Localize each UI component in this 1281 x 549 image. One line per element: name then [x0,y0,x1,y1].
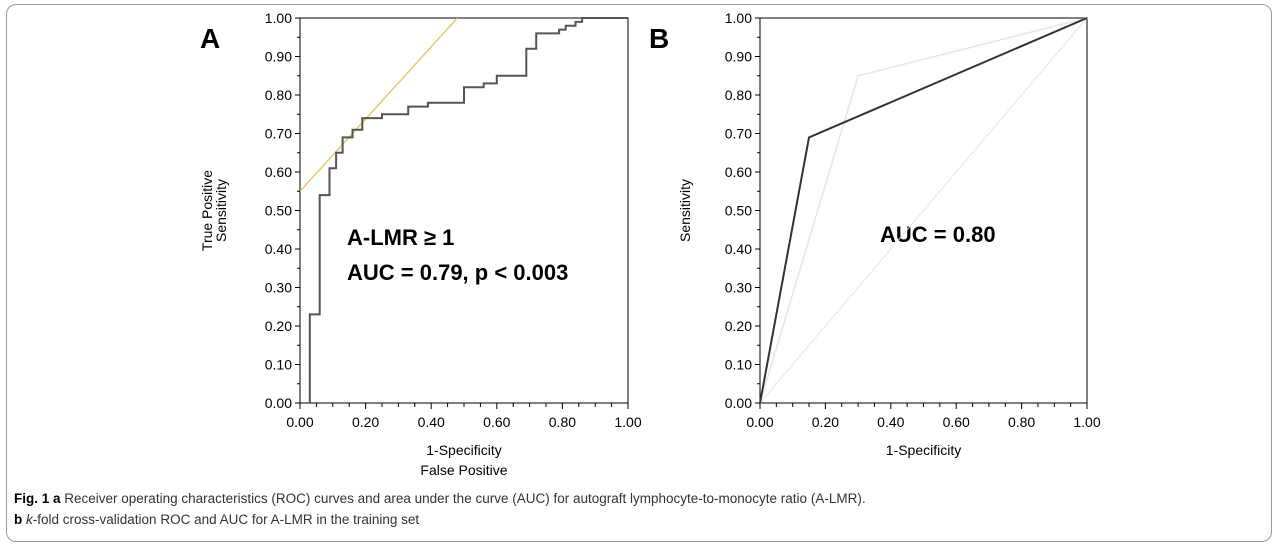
panel-b-y-tick-label: 0.40 [725,241,752,257]
panel-b: B AUC = 0.80 0.00 0.10 0.20 0.30 0.40 0.50 0.6… [649,10,1101,458]
panel-a-y-axis-title: True Positive [199,170,215,251]
panel-b-y-tick-label: 1.00 [725,10,752,26]
panel-a-y-tick-label: 0.70 [265,126,292,142]
panel-b-x-tick-label: 0.80 [1008,414,1035,430]
caption-line-2: b k-fold cross-validation ROC and AUC fo… [14,509,1264,530]
panel-a-roc-curve [308,17,628,403]
panel-a-y-tick-label: 0.30 [265,280,292,296]
caption-line-2-bold: b [14,512,23,527]
panel-a-y-tick-label: 0.00 [265,395,292,411]
panel-b-y-tick-label: 0.70 [725,126,752,142]
figure-caption: Fig. 1 a Receiver operating characterist… [14,488,1264,530]
panel-a-x-tick-label: 0.80 [549,414,576,430]
panel-b-annotation-1: AUC = 0.80 [880,222,996,247]
panel-a-plot-frame [299,17,629,404]
panel-a-annotation-1: A-LMR ≥ 1 [347,225,454,250]
caption-line-2-text: -fold cross-validation ROC and AUC for A… [32,512,420,527]
panel-b-x-tick-label: 0.20 [812,414,839,430]
panel-b-x-tick-label: 0.00 [746,414,773,430]
panel-b-roc-curve [759,17,1088,404]
panel-a-y-axis-title: Sensitivity [213,179,229,242]
panel-a-x-tick-label: 0.00 [286,414,313,430]
panel-b-y-tick-label: 0.60 [725,164,752,180]
caption-line-1: Fig. 1 a Receiver operating characterist… [14,488,1264,509]
panel-a-y-tick-label: 0.50 [265,203,292,219]
panel-a-x-axis-title: False Positive [420,462,507,478]
panel-a-y-tick-label: 0.80 [265,87,292,103]
panel-a-x-tick-label: 0.60 [483,414,510,430]
caption-line-2-italic: k [26,512,33,527]
panel-a-tangent-line [300,18,458,192]
panel-b-x-tick-label: 0.40 [877,414,904,430]
panel-b-y-tick-label: 0.30 [725,280,752,296]
panel-a-y-tick-label: 0.10 [265,357,292,373]
panel-b-y-tick-label: 0.20 [725,318,752,334]
panel-b-letter: B [649,23,669,54]
panel-b-y-tick-label: 0.90 [725,49,752,65]
panel-a-x-axis-title: 1-Specificity [426,442,501,458]
panel-b-x-tick-label: 1.00 [1073,414,1100,430]
panel-a-y-tick-label: 0.90 [265,49,292,65]
figure-frame [6,4,1272,542]
caption-line-1-text: Receiver operating characteristics (ROC)… [60,491,866,506]
panel-a-y-tick-label: 0.20 [265,318,292,334]
caption-line-1-bold: Fig. 1 a [14,491,61,506]
panel-a-annotation-2: AUC = 0.79, p < 0.003 [347,260,568,285]
panel-a-x-tick-label: 0.20 [352,414,379,430]
panel-a-y-tick-label: 1.00 [265,10,292,26]
panel-b-fold-curve [759,17,1088,404]
panel-b-reference-diagonal [759,17,1088,404]
panel-a: A A-LMR ≥ 1 AUC = 0.79, p < 0.003 0.00 0.… [199,10,642,478]
panel-b-y-tick-label: 0.50 [725,203,752,219]
panel-b-x-tick-label: 0.60 [943,414,970,430]
panel-b-y-tick-label: 0.10 [725,357,752,373]
panel-a-y-tick-label: 0.60 [265,164,292,180]
panel-a-y-tick-label: 0.40 [265,241,292,257]
panel-a-letter: A [200,23,220,54]
panel-b-y-tick-label: 0.00 [725,395,752,411]
panel-b-y-axis-title: Sensitivity [677,179,693,242]
panel-a-x-tick-label: 1.00 [614,414,641,430]
panel-b-x-axis-title: 1-Specificity [886,442,961,458]
panel-a-x-tick-label: 0.40 [418,414,445,430]
panel-b-y-tick-label: 0.80 [725,87,752,103]
